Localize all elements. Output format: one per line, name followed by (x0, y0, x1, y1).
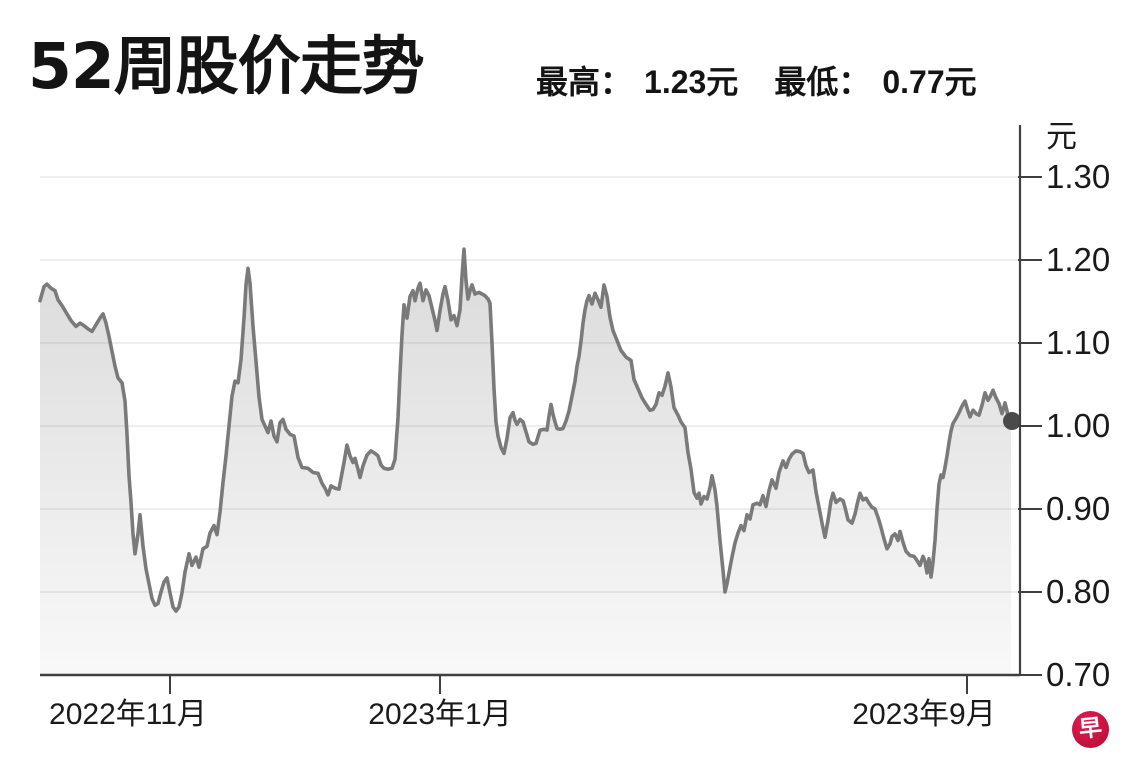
zaobao-logo-glyph: 早 (1077, 714, 1104, 744)
x-tick-label-1: 2023年1月 (368, 698, 511, 731)
high-low-stats: 最高： 1.23元 最低： 0.77元 (536, 57, 977, 103)
x-tick-label-2: 2023年9月 (852, 698, 995, 731)
high-value: 1.23元 (644, 64, 739, 100)
y-tick-label-0.70: 0.70 (1046, 656, 1110, 693)
low-label: 最低： (774, 64, 871, 100)
y-tick-label-1.10: 1.10 (1046, 324, 1110, 361)
x-tick-label-0: 2022年11月 (49, 698, 207, 731)
high-label: 最高： (536, 64, 633, 100)
price-area-fill (40, 249, 1011, 675)
low-value: 0.77元 (882, 64, 977, 100)
y-axis-unit-label: 元 (1046, 119, 1077, 154)
price-line (38, 247, 1013, 613)
y-tick-label-1.30: 1.30 (1046, 158, 1110, 195)
last-price-dot (1003, 412, 1021, 431)
zaobao-logo: 早 (1072, 711, 1109, 748)
y-tick-label-1.00: 1.00 (1046, 407, 1110, 444)
y-tick-label-0.80: 0.80 (1046, 573, 1110, 610)
y-tick-label-0.90: 0.90 (1046, 490, 1110, 527)
y-tick-label-1.20: 1.20 (1046, 241, 1110, 278)
page-title: 52周股价走势 (28, 30, 425, 103)
